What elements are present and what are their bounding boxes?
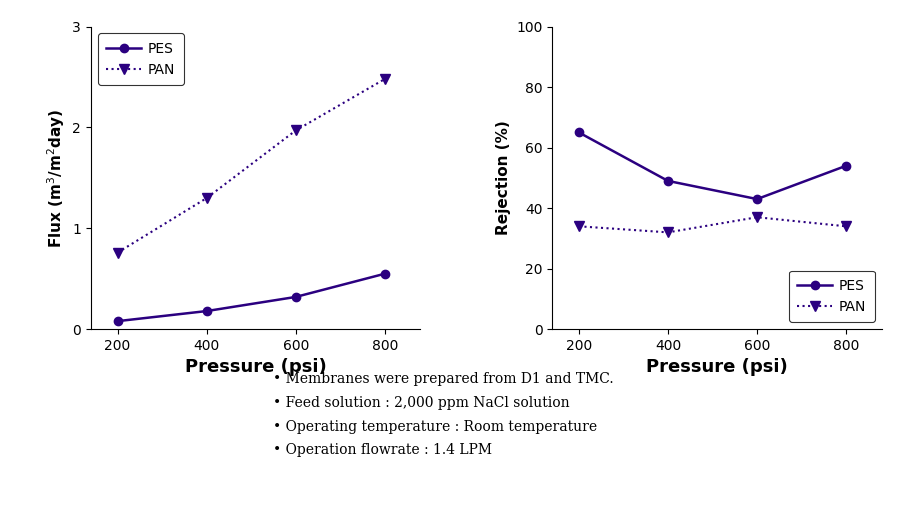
Y-axis label: Rejection (%): Rejection (%)	[495, 121, 511, 235]
PAN	[379, 76, 390, 82]
Text: • Membranes were prepared from D1 and TMC.
• Feed solution : 2,000 ppm NaCl solu: • Membranes were prepared from D1 and TM…	[273, 372, 614, 457]
PES	[841, 162, 852, 169]
PES	[663, 178, 674, 184]
X-axis label: Pressure (psi): Pressure (psi)	[185, 358, 326, 376]
PES	[201, 308, 212, 314]
PAN	[201, 195, 212, 201]
PES	[379, 271, 390, 277]
Legend: PES, PAN: PES, PAN	[98, 33, 184, 85]
PAN	[841, 223, 852, 229]
PES	[752, 196, 763, 202]
PES	[112, 318, 123, 324]
PAN	[290, 127, 301, 134]
Legend: PES, PAN: PES, PAN	[789, 271, 874, 322]
Y-axis label: Flux (m$^3$/m$^2$day): Flux (m$^3$/m$^2$day)	[45, 108, 66, 247]
Line: PAN: PAN	[574, 212, 851, 237]
PAN	[752, 214, 763, 220]
PAN	[574, 223, 584, 229]
PES	[574, 130, 584, 136]
X-axis label: Pressure (psi): Pressure (psi)	[646, 358, 788, 376]
PAN	[663, 229, 674, 236]
PES	[290, 294, 301, 300]
Line: PAN: PAN	[113, 74, 390, 258]
Line: PES: PES	[114, 270, 389, 326]
PAN	[112, 250, 123, 256]
Line: PES: PES	[574, 129, 850, 203]
